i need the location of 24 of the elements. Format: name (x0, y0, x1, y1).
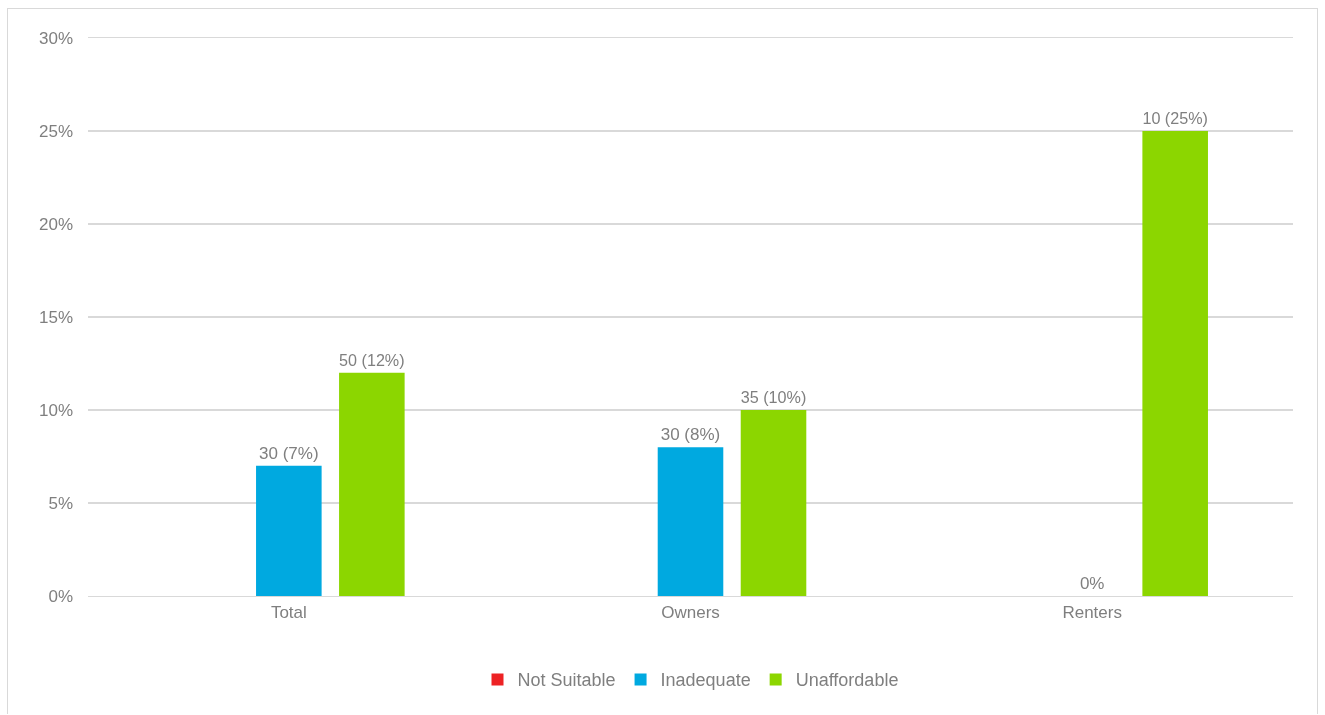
y-tick-label: 5% (48, 493, 73, 513)
legend-label: Not Suitable (517, 670, 616, 691)
y-tick-label: 10% (38, 400, 73, 420)
legend-label: Inadequate (660, 670, 751, 691)
x-tick-label: Renters (1062, 602, 1122, 622)
data-label: 50 (12%) (339, 351, 405, 369)
bar (339, 372, 405, 596)
bar (1142, 131, 1208, 596)
data-label: 30 (8%) (660, 425, 721, 445)
x-tick-label: Owners (661, 602, 720, 622)
y-tick-label: 15% (38, 307, 73, 327)
y-tick-label: 0% (48, 586, 73, 606)
bar (657, 447, 724, 596)
y-tick-label: 30% (38, 28, 73, 48)
data-label: 10 (25%) (1142, 109, 1208, 128)
bar (256, 465, 322, 596)
bar (740, 410, 807, 596)
data-label: 35 (10%) (740, 388, 807, 407)
data-label: 0% (1079, 574, 1105, 593)
legend-label: Unaffordable (795, 670, 899, 691)
y-tick-label: 25% (38, 121, 73, 141)
y-tick-label: 20% (38, 214, 73, 234)
data-label: 30 (7%) (259, 443, 319, 463)
x-tick-label: Total (270, 602, 307, 622)
